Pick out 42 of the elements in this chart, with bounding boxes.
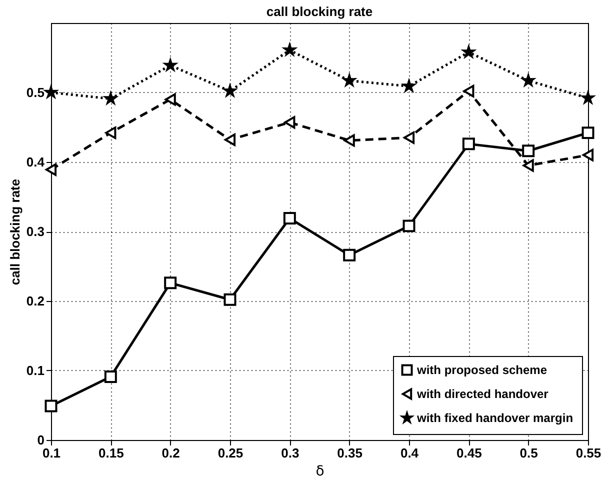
- point: [224, 134, 236, 146]
- x-tick-label: 0.3: [281, 446, 300, 460]
- point: [582, 126, 594, 140]
- x-tick-label: 0.5: [520, 446, 538, 460]
- x-tick-label: 0.15: [98, 446, 124, 460]
- point: [224, 293, 236, 306]
- point: [104, 370, 117, 383]
- point: [463, 84, 474, 98]
- point: [462, 138, 475, 150]
- x-tick-label: 0.45: [456, 446, 482, 460]
- y-tick-label: 0.3: [26, 224, 44, 239]
- point: [105, 126, 116, 140]
- legend-label: with proposed scheme: [416, 363, 548, 377]
- point: [402, 220, 416, 232]
- point: [283, 212, 296, 225]
- x-tick-label: 0.2: [162, 446, 180, 460]
- point: [164, 276, 177, 290]
- y-tick-label: 0.5: [26, 85, 44, 100]
- x-tick-label: 0.25: [218, 446, 244, 460]
- x-tick-label: 0.35: [337, 446, 362, 460]
- point: [284, 116, 296, 129]
- x-tick-label: 0.4: [400, 446, 420, 460]
- point: [522, 144, 535, 158]
- y-tick-label: 0.1: [26, 363, 44, 378]
- x-tick-label: 0.55: [576, 446, 602, 460]
- point: [403, 131, 415, 144]
- point: [164, 93, 176, 106]
- x-axis-title: δ: [316, 464, 324, 480]
- point: [44, 400, 58, 412]
- y-tick-label: 0.2: [26, 294, 44, 308]
- legend-label: with directed handover: [416, 387, 549, 401]
- y-tick-label: 0: [37, 432, 44, 448]
- legend-label: with fixed handover margin: [416, 411, 574, 425]
- point: [45, 163, 57, 176]
- point: [344, 134, 355, 147]
- point: [343, 248, 356, 262]
- y-tick-label: 0.4: [26, 154, 46, 170]
- x-tick-label: 0.1: [42, 446, 61, 460]
- chart-title: call blocking rate: [266, 4, 373, 19]
- y-axis-title: call blocking rate: [7, 178, 22, 286]
- point: [582, 148, 594, 162]
- point: [522, 159, 534, 172]
